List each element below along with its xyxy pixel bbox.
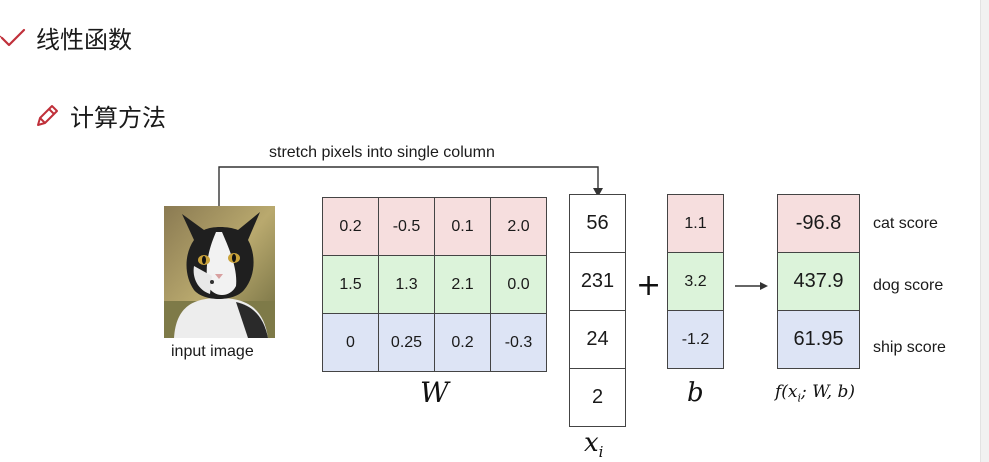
bias-cell: -1.2	[667, 310, 724, 369]
cat-image	[164, 206, 275, 338]
weight-cell: 0.25	[378, 313, 435, 372]
input-image-label: input image	[171, 343, 254, 360]
weight-cell: 0.2	[322, 197, 379, 256]
subsection-title: 计算方法	[70, 104, 166, 132]
weight-cell: 2.1	[434, 255, 491, 314]
score-label: ship score	[873, 339, 946, 356]
score-label: cat score	[873, 215, 938, 232]
weight-cell: 0.2	[434, 313, 491, 372]
score-label: dog score	[873, 277, 944, 294]
input-value-cell: 2	[569, 368, 626, 427]
bias-cell: 1.1	[667, 194, 724, 253]
weight-cell: 1.5	[322, 255, 379, 314]
score-cell: 61.95	[777, 310, 860, 369]
input-value-cell: 24	[569, 310, 626, 369]
weight-cell: 0.1	[434, 197, 491, 256]
weight-cell: 0.0	[490, 255, 547, 314]
weight-cell: -0.5	[378, 197, 435, 256]
score-vector-label: f(xi; W, b)	[775, 382, 856, 405]
weight-cell: 1.3	[378, 255, 435, 314]
bias-cell: 3.2	[667, 252, 724, 311]
stretch-label: stretch pixels into single column	[269, 144, 495, 161]
weight-matrix-label: W	[420, 376, 449, 409]
pencil-icon	[34, 103, 60, 129]
weight-cell: 2.0	[490, 197, 547, 256]
plus-sign: +	[636, 268, 662, 303]
input-value-cell: 231	[569, 252, 626, 311]
subsection-heading: 计算方法	[34, 98, 166, 133]
score-cell: -96.8	[777, 194, 860, 253]
vertical-scrollbar[interactable]	[980, 0, 989, 462]
checkmark-icon	[0, 27, 26, 49]
score-cell: 437.9	[777, 252, 860, 311]
weight-cell: 0	[322, 313, 379, 372]
section-title: 线性函数	[36, 26, 132, 54]
input-vector-label: xi	[584, 428, 604, 462]
weight-cell: -0.3	[490, 313, 547, 372]
section-heading: 线性函数	[0, 20, 132, 55]
input-value-cell: 56	[569, 194, 626, 253]
bias-vector-label: b	[687, 378, 704, 408]
